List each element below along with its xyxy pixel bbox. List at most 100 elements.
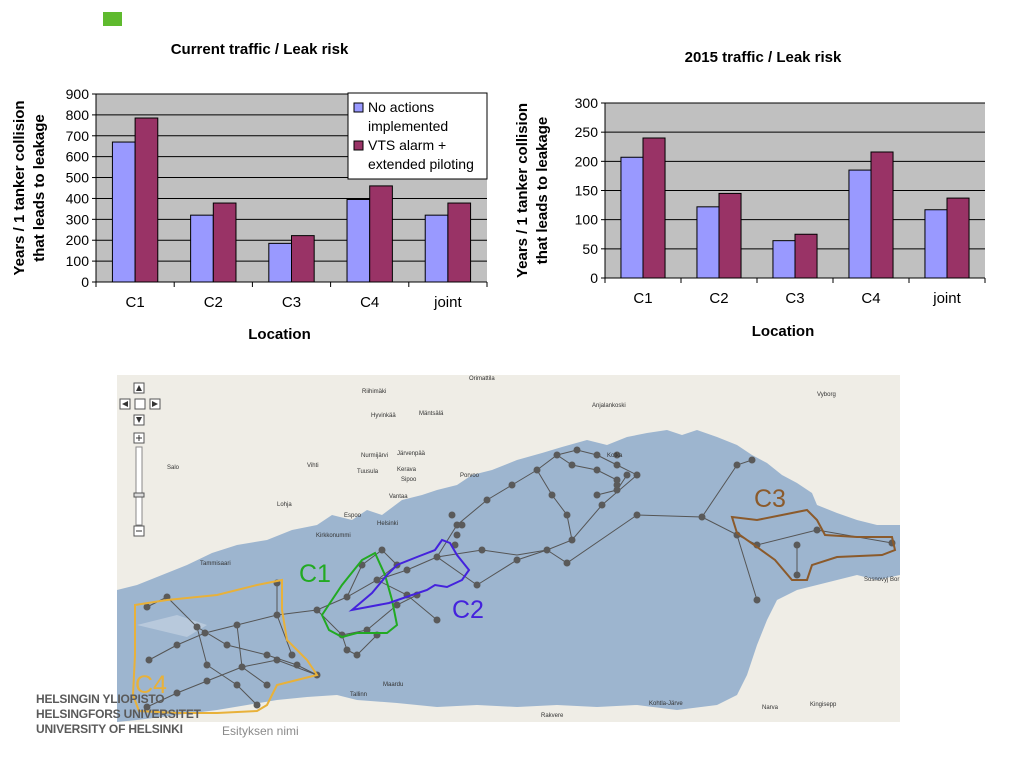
chart-title: 2015 traffic / Leak risk <box>685 49 842 66</box>
network-nodes <box>143 446 896 711</box>
bar-vts-alarm <box>447 202 472 283</box>
place-label: Sosnovyj Bor <box>864 577 899 583</box>
place-label: Tuusula <box>357 469 379 475</box>
y-tick-label: 0 <box>81 274 89 290</box>
bar-no-actions <box>190 214 214 283</box>
legend-label: extended piloting <box>368 156 474 172</box>
legend-swatch <box>353 140 364 151</box>
plus-icon <box>136 435 142 441</box>
logo-line: UNIVERSITY OF HELSINKI <box>36 722 183 736</box>
x-tick-label: C4 <box>360 294 379 311</box>
bar-no-actions <box>111 141 136 283</box>
x-tick-label: C2 <box>204 294 223 311</box>
logo-line: HELSINGFORS UNIVERSITET <box>36 707 201 721</box>
bar-vts-alarm <box>291 235 315 283</box>
bar-vts-alarm <box>794 233 818 279</box>
bar-no-actions <box>924 209 948 279</box>
bar-vts-alarm <box>946 197 970 279</box>
place-label: Vantaa <box>389 494 408 500</box>
bar-no-actions <box>346 198 371 283</box>
sea-area <box>117 430 900 722</box>
map-svg: C1 C2 C3 C4 Orimattila Riihimäki Hyvinkä… <box>117 375 900 722</box>
y-tick-label: 200 <box>575 153 599 169</box>
bar-vts-alarm <box>870 151 894 279</box>
y-axis-label: that leads to leakage <box>31 114 48 262</box>
bar-vts-alarm <box>369 185 393 283</box>
y-tick-label: 250 <box>575 124 599 140</box>
y-axis-label: that leads to leakage <box>534 117 551 265</box>
arrow-right-icon <box>152 401 158 407</box>
bar-vts-alarm <box>642 137 666 279</box>
place-label: Nurmijärvi <box>361 453 388 459</box>
arrow-down-icon <box>136 417 142 423</box>
logo-line: HELSINGIN YLIOPISTO <box>36 692 165 706</box>
y-tick-label: 800 <box>66 107 90 123</box>
x-tick-label: C3 <box>785 290 804 307</box>
place-label: Kerava <box>397 467 417 473</box>
y-axis-label: Years / 1 tanker collision <box>514 103 531 278</box>
bar-no-actions <box>772 240 796 279</box>
place-label: Maardu <box>383 682 403 688</box>
bar-no-actions <box>848 169 872 279</box>
x-axis-label: Location <box>752 323 815 340</box>
y-tick-label: 500 <box>66 170 90 186</box>
bar-no-actions <box>424 214 449 283</box>
zoom-slider-handle[interactable] <box>133 492 145 498</box>
legend-label: implemented <box>368 118 448 134</box>
y-tick-label: 100 <box>575 212 599 228</box>
gulf-of-finland-map[interactable]: C1 C2 C3 C4 Orimattila Riihimäki Hyvinkä… <box>117 375 900 722</box>
chart-current-traffic: Current traffic / Leak risk 0 100 200 300 400… <box>11 41 488 343</box>
x-axis-label: Location <box>248 326 311 343</box>
y-tick-label: 600 <box>66 149 90 165</box>
arrow-up-icon <box>136 385 142 391</box>
place-label: Salo <box>167 465 180 471</box>
legend-label: VTS alarm + <box>368 137 446 153</box>
bar-no-actions <box>620 156 644 279</box>
x-tick-label: joint <box>932 290 961 307</box>
pan-center-button[interactable] <box>134 398 146 410</box>
y-tick-label: 300 <box>575 95 599 111</box>
place-label: Rakvere <box>541 713 564 719</box>
x-tick-label: C3 <box>282 294 301 311</box>
chart-title: Current traffic / Leak risk <box>171 41 349 58</box>
place-label: Järvenpää <box>397 451 426 457</box>
y-tick-label: 150 <box>575 183 599 199</box>
place-label: Kingisepp <box>810 702 837 708</box>
legend-label: No actions <box>368 99 434 115</box>
bar-no-actions <box>696 206 720 279</box>
place-labels: Orimattila Riihimäki Hyvinkää Mäntsälä A… <box>167 376 899 719</box>
bar-vts-alarm <box>212 202 237 283</box>
y-tick-label: 50 <box>582 241 598 257</box>
x-tick-label: C1 <box>633 290 652 307</box>
y-tick-label: 0 <box>590 270 598 286</box>
legend-box <box>347 92 488 180</box>
y-tick-label: 200 <box>66 232 90 248</box>
region-c3-label: C3 <box>754 485 786 513</box>
y-tick-label: 400 <box>66 190 90 206</box>
place-label: Hyvinkää <box>371 413 396 419</box>
legend-swatch <box>353 102 364 113</box>
place-label: Espoo <box>344 513 362 519</box>
place-label: Kohtla-Järve <box>649 701 683 707</box>
place-label: Vyborg <box>817 392 836 398</box>
y-tick-label: 300 <box>66 211 90 227</box>
place-label: Lohja <box>277 502 292 508</box>
chart-2015-traffic: 2015 traffic / Leak risk 0 50 100 150 200 250 3… <box>514 49 986 340</box>
place-label: Helsinki <box>377 521 398 527</box>
region-c1-outline <box>320 551 399 639</box>
place-label: Tallinn <box>350 692 367 698</box>
university-logo: HELSINGIN YLIOPISTO HELSINGFORS UNIVERSI… <box>36 692 201 737</box>
archipelago-dots <box>137 615 207 637</box>
place-label: Kirkkonummi <box>316 533 351 539</box>
place-label: Porvoo <box>460 473 480 479</box>
presentation-name: Esityksen nimi <box>222 724 299 738</box>
place-label: Mäntsälä <box>419 411 444 417</box>
map-pan-zoom-controls <box>119 382 161 537</box>
bar-no-actions <box>268 242 292 283</box>
y-tick-label: 100 <box>66 253 90 269</box>
region-c2-outline <box>348 538 471 612</box>
zoom-slider-track[interactable] <box>135 446 143 526</box>
x-tick-label: C4 <box>861 290 880 307</box>
x-tick-label: C1 <box>126 294 145 311</box>
y-tick-label: 700 <box>66 128 90 144</box>
